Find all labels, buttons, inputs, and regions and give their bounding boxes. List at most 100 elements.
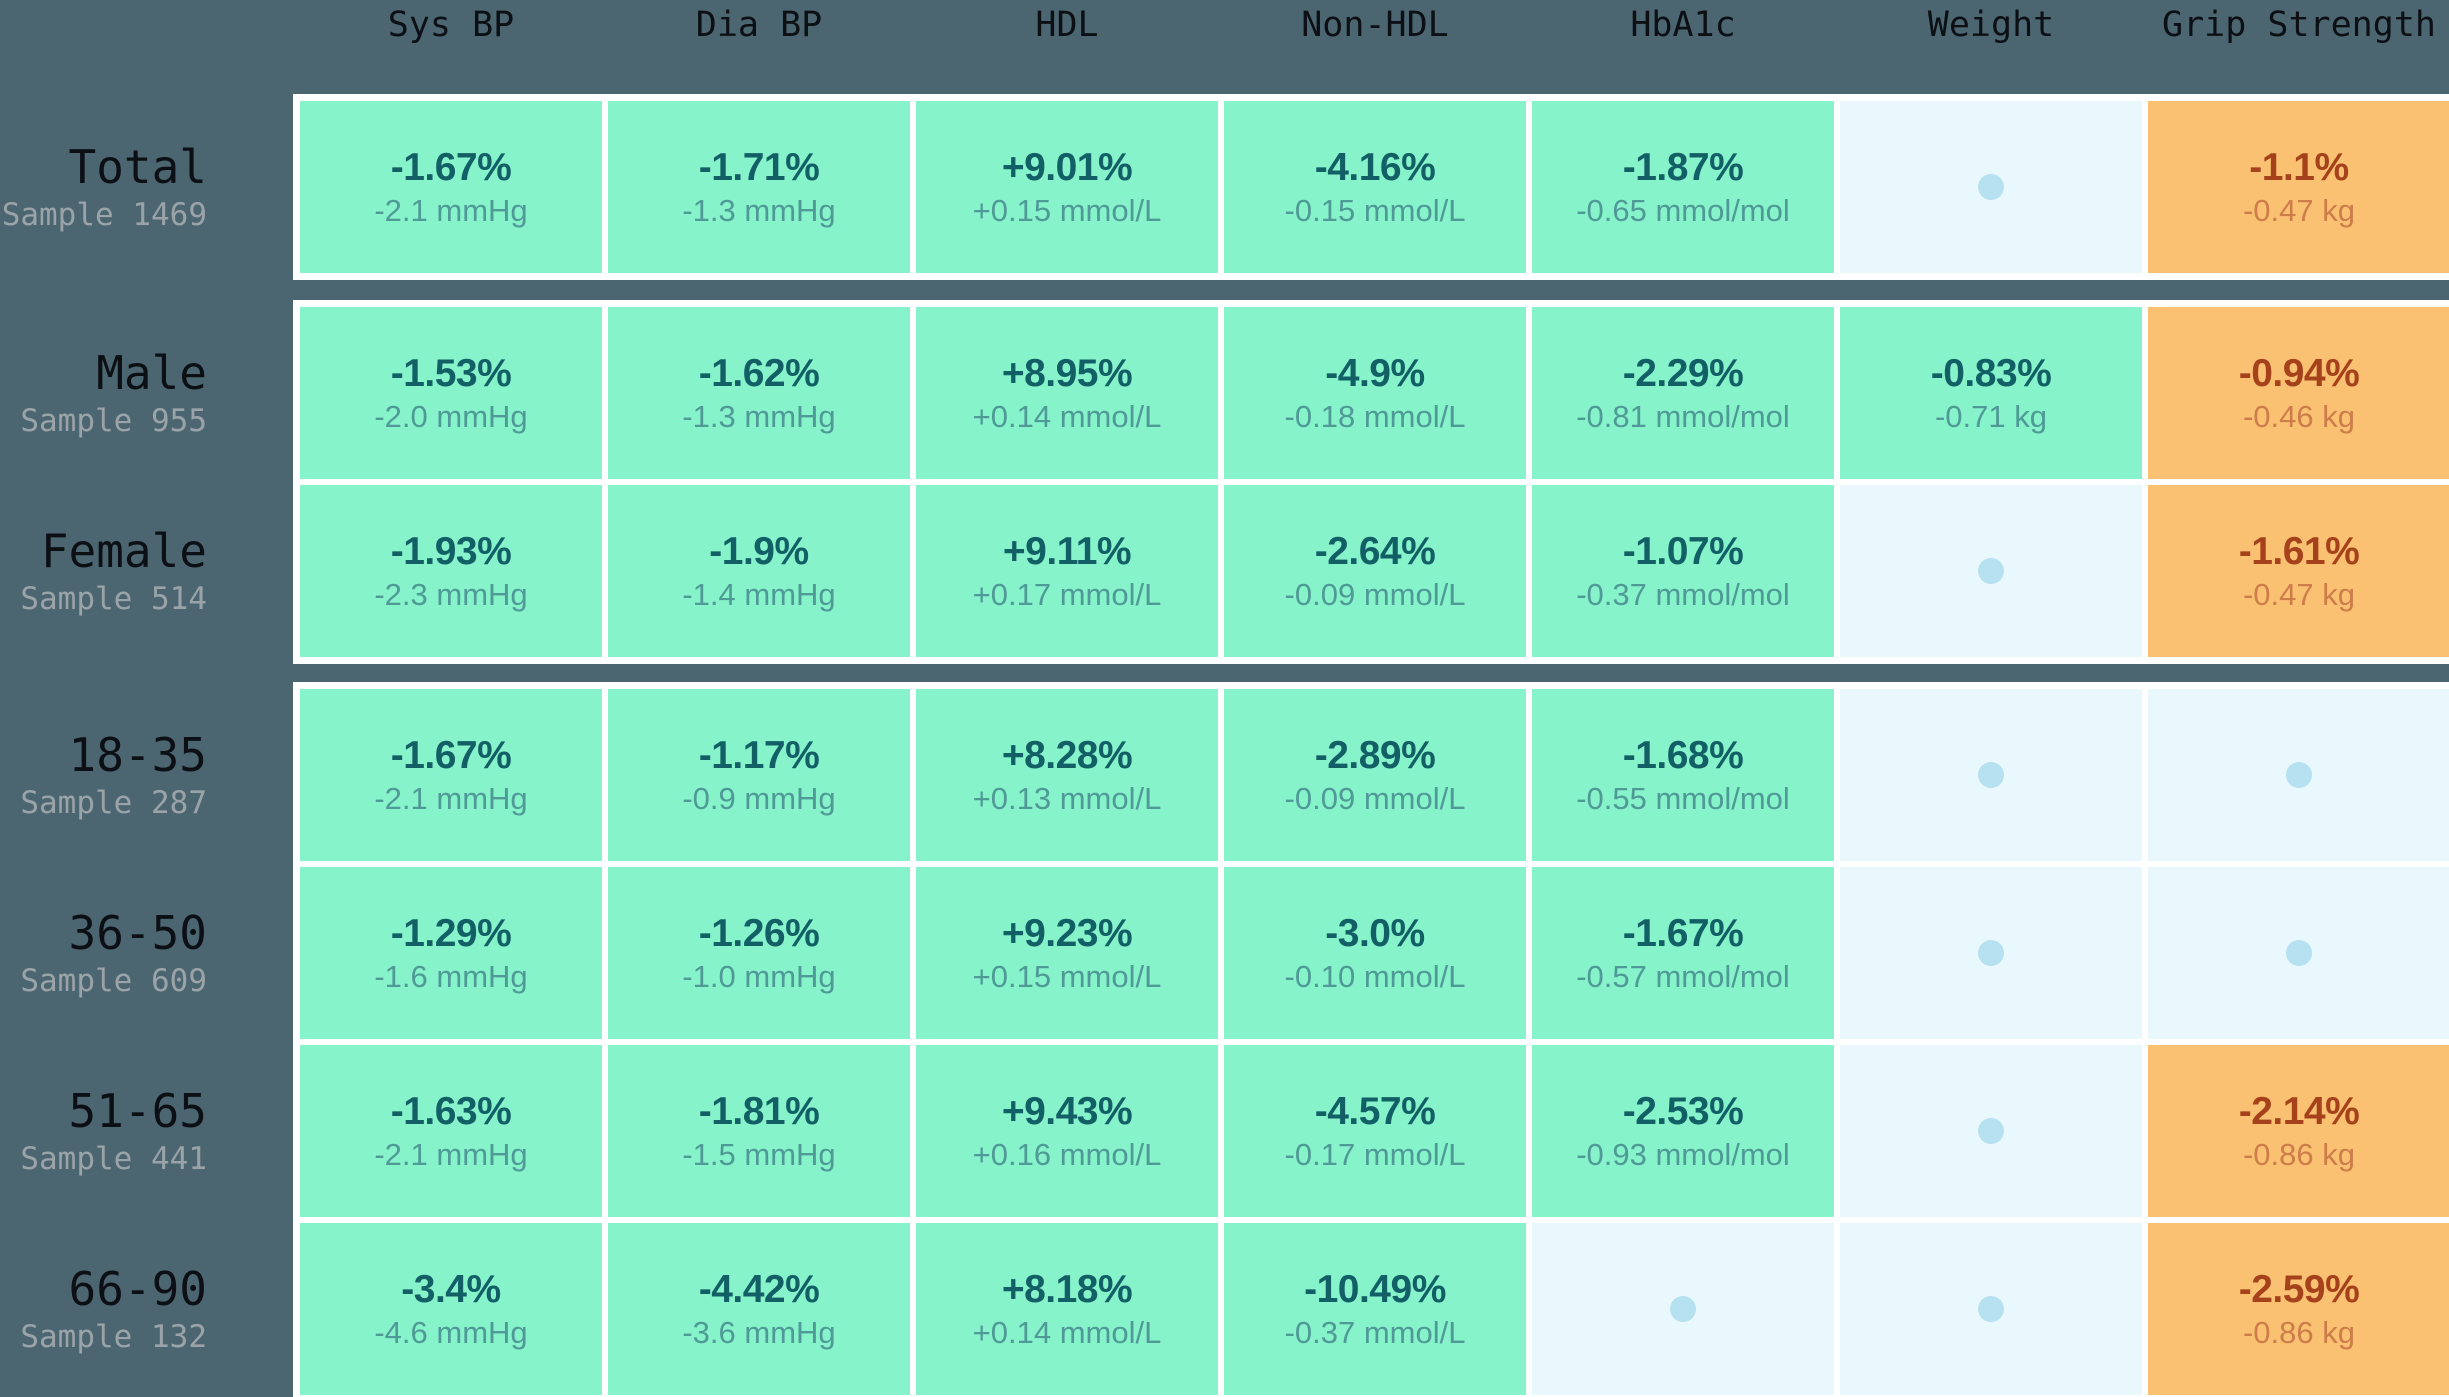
column-header-non-hdl: Non-HDL (1301, 5, 1449, 45)
cell-66-90-non-hdl: -10.49% -0.37 mmol/L (1224, 1223, 1526, 1395)
cell-female-non-hdl: -2.64% -0.09 mmol/L (1224, 485, 1526, 657)
cell-absolute-change: -0.86 kg (2242, 1136, 2355, 1172)
row-sample-size: Sample 609 (20, 963, 207, 999)
table-row-male: -1.53% -2.0 mmHg -1.62% -1.3 mmHg +8.95% +0.1… (300, 307, 2449, 479)
cell-51-65-weight (1840, 1045, 2142, 1217)
cell-percent-change: -1.61% (2238, 529, 2360, 573)
cell-percent-change: -2.53% (1622, 1089, 1744, 1133)
cell-absolute-change: -0.10 mmol/L (1284, 958, 1466, 994)
cell-absolute-change: +0.17 mmol/L (972, 576, 1162, 612)
cell-absolute-change: -2.0 mmHg (374, 398, 528, 434)
cell-percent-change: -1.67% (390, 145, 512, 189)
cell-18-35-hba1c: -1.68% -0.55 mmol/mol (1532, 689, 1834, 861)
cell-absolute-change: +0.14 mmol/L (972, 398, 1162, 434)
cell-female-dia-bp: -1.9% -1.4 mmHg (608, 485, 910, 657)
cell-absolute-change: +0.15 mmol/L (972, 192, 1162, 228)
cell-male-weight: -0.83% -0.71 kg (1840, 307, 2142, 479)
cell-18-35-hdl: +8.28% +0.13 mmol/L (916, 689, 1218, 861)
cell-66-90-weight (1840, 1223, 2142, 1395)
cell-percent-change: -1.1% (2249, 145, 2349, 189)
metric-group-sex: -1.53% -2.0 mmHg -1.62% -1.3 mmHg +8.95% +0.1… (293, 300, 2449, 664)
cell-percent-change: -2.29% (1622, 351, 1744, 395)
cell-51-65-grip-strength: -2.14% -0.86 kg (2148, 1045, 2449, 1217)
cell-absolute-change: -0.81 mmol/mol (1576, 398, 1790, 434)
cell-absolute-change: +0.16 mmol/L (972, 1136, 1162, 1172)
row-label-male: Male Sample 955 (0, 348, 207, 438)
cell-female-weight (1840, 485, 2142, 657)
cell-absolute-change: -0.17 mmol/L (1284, 1136, 1466, 1172)
cell-percent-change: -1.87% (1622, 145, 1744, 189)
cell-absolute-change: -3.6 mmHg (682, 1314, 836, 1350)
cell-36-50-grip-strength (2148, 867, 2449, 1039)
cell-percent-change: -1.68% (1622, 733, 1744, 777)
row-label-text: 66-90 (68, 1262, 207, 1316)
cell-percent-change: -1.62% (698, 351, 820, 395)
row-label-text: 36-50 (68, 906, 207, 960)
row-label-total: Total Sample 1469 (0, 142, 207, 232)
cell-percent-change: -1.26% (698, 911, 820, 955)
cell-percent-change: -1.71% (698, 145, 820, 189)
cell-percent-change: -0.94% (2238, 351, 2360, 395)
cell-total-hdl: +9.01% +0.15 mmol/L (916, 101, 1218, 273)
cell-18-35-weight (1840, 689, 2142, 861)
row-label-18-35: 18-35 Sample 287 (0, 730, 207, 820)
cell-female-hdl: +9.11% +0.17 mmol/L (916, 485, 1218, 657)
table-row-total: -1.67% -2.1 mmHg -1.71% -1.3 mmHg +9.01% +0.1… (300, 101, 2449, 273)
row-label-66-90: 66-90 Sample 132 (0, 1264, 207, 1354)
cell-51-65-hdl: +9.43% +0.16 mmol/L (916, 1045, 1218, 1217)
cell-percent-change: -1.63% (390, 1089, 512, 1133)
metric-group-total: -1.67% -2.1 mmHg -1.71% -1.3 mmHg +9.01% +0.1… (293, 94, 2449, 280)
cell-percent-change: -4.16% (1314, 145, 1436, 189)
cell-percent-change: -1.29% (390, 911, 512, 955)
column-header-grip-strength: Grip Strength (2162, 5, 2436, 45)
cell-percent-change: -2.89% (1314, 733, 1436, 777)
no-significant-change-dot (1978, 940, 2004, 966)
cell-18-35-sys-bp: -1.67% -2.1 mmHg (300, 689, 602, 861)
cell-absolute-change: -1.3 mmHg (682, 192, 836, 228)
no-significant-change-dot (1670, 1296, 1696, 1322)
no-significant-change-dot (1978, 1296, 2004, 1322)
no-significant-change-dot (2286, 762, 2312, 788)
cell-total-grip-strength: -1.1% -0.47 kg (2148, 101, 2449, 273)
cell-absolute-change: -0.55 mmol/mol (1576, 780, 1790, 816)
column-header-hba1c: HbA1c (1630, 5, 1736, 45)
cell-percent-change: +9.43% (1001, 1089, 1133, 1133)
cell-18-35-grip-strength (2148, 689, 2449, 861)
cell-percent-change: -1.17% (698, 733, 820, 777)
metric-group-age-bands: -1.67% -2.1 mmHg -1.17% -0.9 mmHg +8.28% +0.1… (293, 682, 2449, 1397)
cell-36-50-hdl: +9.23% +0.15 mmol/L (916, 867, 1218, 1039)
cell-absolute-change: +0.13 mmol/L (972, 780, 1162, 816)
cell-percent-change: +9.01% (1001, 145, 1133, 189)
cell-absolute-change: -0.9 mmHg (682, 780, 836, 816)
cell-percent-change: +8.28% (1001, 733, 1133, 777)
cell-female-grip-strength: -1.61% -0.47 kg (2148, 485, 2449, 657)
cell-66-90-hba1c (1532, 1223, 1834, 1395)
column-header-sys-bp: Sys BP (387, 5, 515, 45)
cell-absolute-change: -0.46 kg (2242, 398, 2355, 434)
cell-absolute-change: -1.3 mmHg (682, 398, 836, 434)
cell-percent-change: +8.18% (1001, 1267, 1133, 1311)
no-significant-change-dot (1978, 1118, 2004, 1144)
cell-absolute-change: -2.1 mmHg (374, 1136, 528, 1172)
row-label-text: 18-35 (68, 728, 207, 782)
cell-male-dia-bp: -1.62% -1.3 mmHg (608, 307, 910, 479)
cell-percent-change: -1.07% (1622, 529, 1744, 573)
row-label-female: Female Sample 514 (0, 526, 207, 616)
cell-total-non-hdl: -4.16% -0.15 mmol/L (1224, 101, 1526, 273)
cell-51-65-non-hdl: -4.57% -0.17 mmol/L (1224, 1045, 1526, 1217)
row-label-text: Total (68, 140, 207, 194)
cell-percent-change: -4.9% (1325, 351, 1425, 395)
row-sample-size: Sample 514 (20, 581, 207, 617)
cell-female-hba1c: -1.07% -0.37 mmol/mol (1532, 485, 1834, 657)
cell-absolute-change: -0.86 kg (2242, 1314, 2355, 1350)
row-sample-size: Sample 1469 (1, 197, 207, 233)
cell-absolute-change: -0.57 mmol/mol (1576, 958, 1790, 994)
no-significant-change-dot (1978, 174, 2004, 200)
cell-percent-change: -3.0% (1325, 911, 1425, 955)
cell-absolute-change: -0.93 mmol/mol (1576, 1136, 1790, 1172)
cell-percent-change: -0.83% (1930, 351, 2052, 395)
cell-absolute-change: -0.37 mmol/mol (1576, 576, 1790, 612)
cell-absolute-change: -0.47 kg (2242, 576, 2355, 612)
cell-51-65-dia-bp: -1.81% -1.5 mmHg (608, 1045, 910, 1217)
cell-male-grip-strength: -0.94% -0.46 kg (2148, 307, 2449, 479)
